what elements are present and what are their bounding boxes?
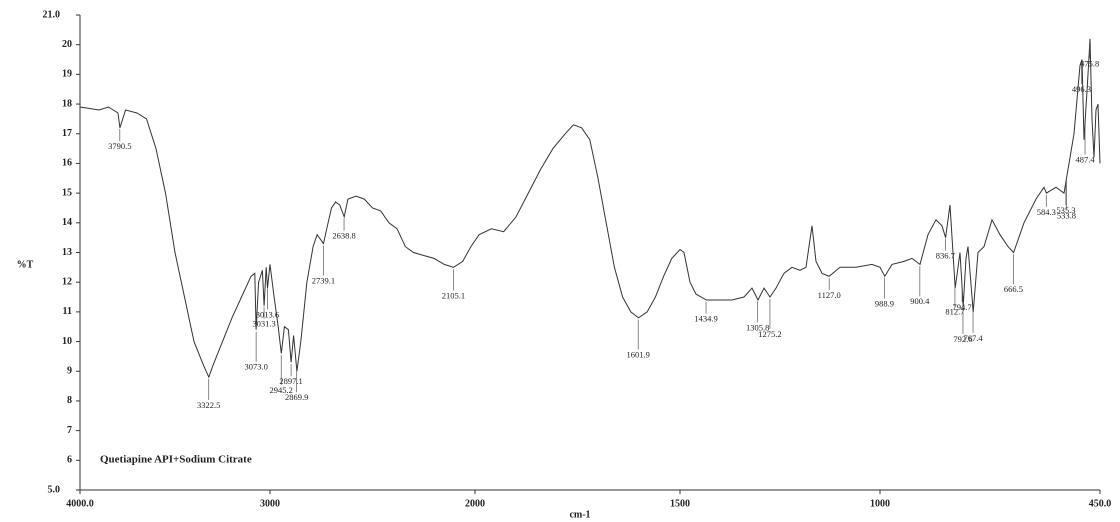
peak-label: 1305.8 — [746, 322, 769, 332]
peak-label: 1127.0 — [818, 290, 841, 300]
peak-label: 2897.1 — [279, 376, 302, 386]
peak-label: 487.4 — [1075, 155, 1095, 165]
peak-label: 475.8 — [1080, 58, 1099, 68]
peak-label: 2739.1 — [312, 276, 335, 286]
peak-label: 535.3 — [1056, 205, 1075, 215]
peak-label: 2638.8 — [332, 230, 355, 240]
x-tick-label: 4000.0 — [66, 498, 94, 509]
peak-label: 1434.9 — [694, 314, 717, 324]
peak-label: 584.3 — [1037, 207, 1056, 217]
y-tick-label: 8 — [67, 395, 72, 406]
peak-label: 2869.9 — [285, 392, 308, 402]
y-tick-label: 19 — [62, 69, 72, 80]
peak-label: 496.3 — [1072, 84, 1091, 94]
peak-label: 794.7 — [953, 302, 972, 312]
y-axis-label: %T — [17, 259, 34, 270]
y-tick-label: 6 — [67, 455, 72, 466]
peak-label: 812.7 — [945, 307, 964, 317]
y-tick-label: 5.0 — [48, 484, 61, 495]
peak-label: 3013.6 — [256, 309, 279, 319]
y-tick-label: 20 — [62, 39, 72, 50]
peak-label: 792.6 — [953, 334, 972, 344]
peak-label: 836.7 — [936, 251, 955, 261]
peak-label: 2105.1 — [442, 290, 465, 300]
x-tick-label: 2000 — [465, 498, 485, 509]
peak-label: 3031.3 — [252, 319, 275, 329]
y-tick-label: 7 — [67, 425, 72, 436]
y-tick-label: 13 — [62, 247, 72, 258]
peak-label: 666.5 — [1004, 284, 1023, 294]
peak-label: 1601.9 — [627, 349, 650, 359]
y-tick-label: 12 — [62, 276, 72, 287]
peak-label: 3790.5 — [108, 141, 131, 151]
x-axis-label: cm-1 — [569, 509, 590, 520]
peak-label: 767.4 — [963, 333, 983, 343]
peak-label: 900.4 — [910, 296, 930, 306]
peak-label: 3073.0 — [244, 362, 267, 372]
y-tick-label: 11 — [63, 306, 72, 317]
peak-label: 988.9 — [875, 299, 894, 309]
x-tick-label: 1500 — [670, 498, 690, 509]
y-tick-label: 15 — [62, 187, 72, 198]
peak-label: 533.8 — [1057, 210, 1076, 220]
x-tick-label: 450.0 — [1089, 498, 1112, 509]
y-tick-label: 17 — [62, 128, 72, 139]
y-tick-label: 18 — [62, 98, 72, 109]
x-tick-label: 3000 — [260, 498, 280, 509]
y-tick-label: 9 — [67, 366, 72, 377]
y-tick-label: 21.0 — [43, 9, 61, 20]
y-tick-label: 10 — [62, 336, 72, 347]
spectrum-line — [79, 38, 1101, 379]
peak-label: 1275.2 — [758, 329, 781, 339]
y-tick-label: 16 — [62, 158, 72, 169]
y-tick-label: 14 — [62, 217, 72, 228]
x-tick-label: 1000 — [870, 498, 890, 509]
peak-label: 2945.2 — [270, 385, 293, 395]
peak-label: 3322.5 — [197, 400, 220, 410]
annotation: Quetiapine API+Sodium Citrate — [100, 454, 252, 466]
